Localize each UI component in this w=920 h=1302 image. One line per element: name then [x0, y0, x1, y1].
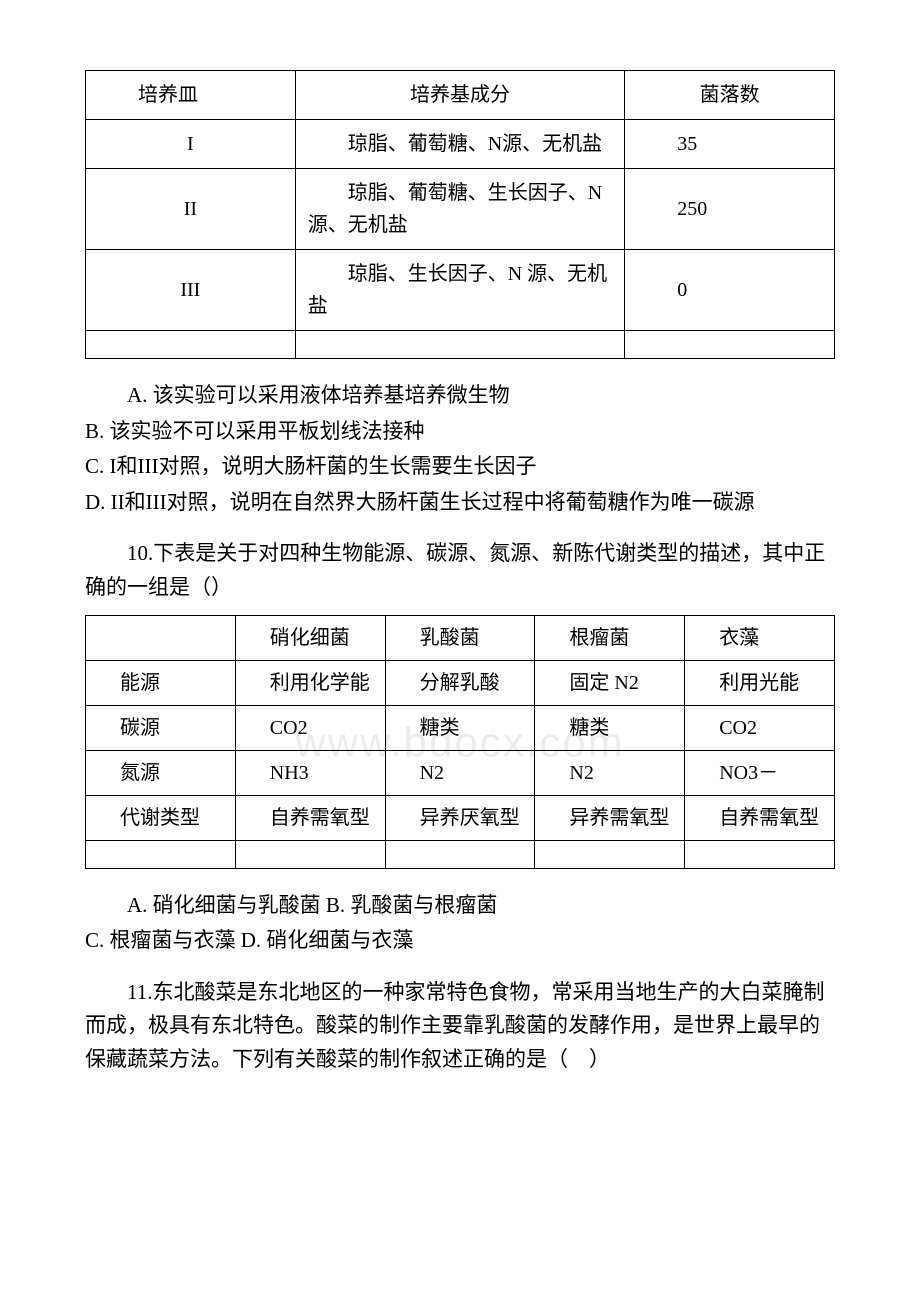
cell: N2 [385, 750, 535, 795]
table-row: 代谢类型 自养需氧型 异养厌氧型 异养需氧型 自养需氧型 [86, 795, 835, 840]
row-label: 能源 [86, 660, 236, 705]
cell-colony: 35 [625, 120, 835, 169]
header-rhizobium: 根瘤菌 [535, 615, 685, 660]
header-blank [86, 615, 236, 660]
cell: 异养需氧型 [535, 795, 685, 840]
empty-row [86, 331, 835, 359]
cell: NH3 [235, 750, 385, 795]
cell: CO2 [235, 705, 385, 750]
option-c: C. I和III对照，说明大肠杆菌的生长需要生长因子 [85, 450, 835, 484]
watermark-container: 硝化细菌 乳酸菌 根瘤菌 衣藻 能源 利用化学能 分解乳酸 固定 N2 利用光能… [85, 615, 835, 869]
cell: 异养厌氧型 [385, 795, 535, 840]
cell-medium: 琼脂、葡萄糖、N源、无机盐 [295, 120, 625, 169]
cell-colony: 0 [625, 250, 835, 331]
option-b: B. 该实验不可以采用平板划线法接种 [85, 415, 835, 449]
cell-dish: III [86, 250, 296, 331]
header-lactobacillus: 乳酸菌 [385, 615, 535, 660]
cell: 自养需氧型 [685, 795, 835, 840]
cell: 糖类 [535, 705, 685, 750]
option-d: D. II和III对照，说明在自然界大肠杆菌生长过程中将葡萄糖作为唯一碳源 [85, 486, 835, 520]
header-colony: 菌落数 [625, 71, 835, 120]
table-row: 能源 利用化学能 分解乳酸 固定 N2 利用光能 [86, 660, 835, 705]
metabolism-table: 硝化细菌 乳酸菌 根瘤菌 衣藻 能源 利用化学能 分解乳酸 固定 N2 利用光能… [85, 615, 835, 869]
cell: 利用化学能 [235, 660, 385, 705]
table-row: II 琼脂、葡萄糖、生长因子、N 源、无机盐 250 [86, 169, 835, 250]
row-label: 代谢类型 [86, 795, 236, 840]
cell-colony: 250 [625, 169, 835, 250]
cell: NO3－ [685, 750, 835, 795]
question-10-options: A. 硝化细菌与乳酸菌 B. 乳酸菌与根瘤菌 C. 根瘤菌与衣藻 D. 硝化细菌… [85, 889, 835, 958]
cell: CO2 [685, 705, 835, 750]
question-10-text: 10.下表是关于对四种生物能源、碳源、氮源、新陈代谢类型的描述，其中正确的一组是… [85, 537, 835, 604]
empty-row [86, 840, 835, 868]
cell: 固定 N2 [535, 660, 685, 705]
table-header-row: 硝化细菌 乳酸菌 根瘤菌 衣藻 [86, 615, 835, 660]
option-a: A. 该实验可以采用液体培养基培养微生物 [85, 379, 835, 413]
table-row: III 琼脂、生长因子、N 源、无机盐 0 [86, 250, 835, 331]
cell: 分解乳酸 [385, 660, 535, 705]
cell: 利用光能 [685, 660, 835, 705]
header-nitrobacteria: 硝化细菌 [235, 615, 385, 660]
header-chlamydomonas: 衣藻 [685, 615, 835, 660]
cell-dish: II [86, 169, 296, 250]
row-label: 氮源 [86, 750, 236, 795]
cell-medium: 琼脂、葡萄糖、生长因子、N 源、无机盐 [295, 169, 625, 250]
question-9-options: A. 该实验可以采用液体培养基培养微生物 B. 该实验不可以采用平板划线法接种 … [85, 379, 835, 519]
table-row: 碳源 CO2 糖类 糖类 CO2 [86, 705, 835, 750]
cell-dish: I [86, 120, 296, 169]
cell-medium: 琼脂、生长因子、N 源、无机盐 [295, 250, 625, 331]
cell: 自养需氧型 [235, 795, 385, 840]
header-medium: 培养基成分 [295, 71, 625, 120]
table-row: I 琼脂、葡萄糖、N源、无机盐 35 [86, 120, 835, 169]
header-dish: 培养皿 [86, 71, 296, 120]
table-row: 氮源 NH3 N2 N2 NO3－ [86, 750, 835, 795]
experiment-table: 培养皿 培养基成分 菌落数 I 琼脂、葡萄糖、N源、无机盐 35 II 琼脂、葡… [85, 70, 835, 359]
option-ab: A. 硝化细菌与乳酸菌 B. 乳酸菌与根瘤菌 [85, 889, 835, 923]
option-cd: C. 根瘤菌与衣藻 D. 硝化细菌与衣藻 [85, 924, 835, 958]
table-header-row: 培养皿 培养基成分 菌落数 [86, 71, 835, 120]
cell: N2 [535, 750, 685, 795]
question-11-text: 11.东北酸菜是东北地区的一种家常特色食物，常采用当地生产的大白菜腌制而成，极具… [85, 976, 835, 1077]
cell: 糖类 [385, 705, 535, 750]
row-label: 碳源 [86, 705, 236, 750]
